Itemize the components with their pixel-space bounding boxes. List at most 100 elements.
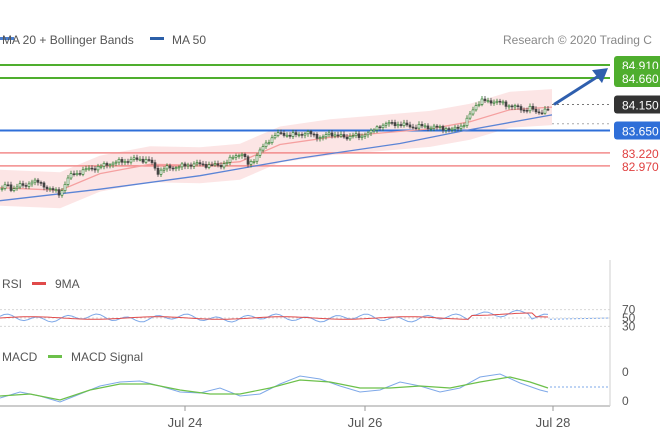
candle-body <box>240 153 244 156</box>
candle-body <box>339 134 343 137</box>
candle-body <box>384 123 388 126</box>
candle-body <box>459 125 463 129</box>
candle-body <box>171 167 175 170</box>
candle-body <box>525 110 529 112</box>
candle-body <box>474 105 478 111</box>
rsi-line <box>0 309 549 323</box>
candle-body <box>327 132 331 135</box>
rsi-ma-legend-label: 9MA <box>55 277 80 291</box>
candle-body <box>495 100 499 103</box>
candle-body <box>105 163 109 166</box>
candle-body <box>351 135 355 137</box>
candle-body <box>9 184 13 191</box>
candle-body <box>84 168 88 171</box>
candle-body <box>321 136 325 139</box>
candle-body <box>435 125 439 128</box>
ma20-line <box>0 106 553 191</box>
candle-body <box>411 126 415 129</box>
candle-body <box>396 124 400 127</box>
candle-body <box>537 111 541 114</box>
level-label-83.220: 83.220 <box>622 147 659 161</box>
candle-body <box>249 161 253 165</box>
candle-body <box>342 134 346 138</box>
candle-body <box>93 168 97 171</box>
level-badge-84.150 <box>614 95 660 114</box>
candle-body <box>408 124 412 128</box>
candle-body <box>420 124 424 127</box>
candle-body <box>162 168 166 171</box>
candle-body <box>252 161 256 163</box>
candle-body <box>96 166 100 171</box>
candle-body <box>534 109 538 113</box>
candle-body <box>405 122 409 126</box>
candle-body <box>543 108 547 114</box>
candle-body <box>417 124 421 129</box>
candle-body <box>150 159 154 163</box>
candle-body <box>207 164 211 168</box>
candle-body <box>264 142 268 147</box>
rsi-ma-line <box>0 312 549 320</box>
candle-body <box>360 135 364 138</box>
candle-body <box>423 125 427 128</box>
candle-body <box>480 98 484 105</box>
forecast-arrow-head <box>592 68 608 84</box>
x-axis-ticks: Jul 24 Jul 26 Jul 28 <box>168 406 570 430</box>
candle-body <box>246 156 250 165</box>
candle-body <box>153 162 157 169</box>
candle-body <box>390 122 394 124</box>
candle-body <box>165 165 169 170</box>
candle-body <box>507 105 511 108</box>
candle-body <box>120 159 124 163</box>
candle-body <box>219 165 223 168</box>
candle-body <box>528 106 532 112</box>
candle-body <box>183 163 187 167</box>
candle-body <box>432 125 436 129</box>
candle-body <box>72 173 76 175</box>
candle-body <box>69 173 73 179</box>
candle-body <box>90 167 94 170</box>
candle-body <box>273 135 277 139</box>
candle-body <box>531 106 535 110</box>
candle-body <box>270 137 274 144</box>
candle-body <box>57 189 61 196</box>
candle-body <box>117 159 121 163</box>
candle-body <box>489 100 493 104</box>
candle-body <box>267 142 271 144</box>
candle-body <box>513 105 517 108</box>
candle-body <box>357 133 361 138</box>
candle-body <box>414 127 418 129</box>
candle-body <box>111 162 115 166</box>
candle-body <box>477 104 481 106</box>
candle-body <box>33 179 37 183</box>
candle-body <box>39 182 43 184</box>
macd-signal-legend-swatch <box>48 355 62 358</box>
candle-body <box>147 159 151 161</box>
candle-body <box>516 105 520 107</box>
candle-body <box>450 128 454 131</box>
candle-body <box>378 126 382 129</box>
candle-body <box>186 164 190 167</box>
candle-body <box>282 132 286 136</box>
candle-body <box>444 128 448 131</box>
rsi-legend-label: RSI <box>2 277 22 291</box>
ma20-legend-swatch <box>0 37 14 40</box>
candle-body <box>294 132 298 135</box>
candle-body <box>192 163 196 167</box>
candle-body <box>63 184 67 191</box>
candle-body <box>237 155 241 157</box>
candle-body <box>126 161 130 163</box>
candle-body <box>510 105 514 108</box>
candle-body <box>141 158 145 163</box>
candle-body <box>486 100 490 102</box>
candle-body <box>354 133 358 137</box>
candle-body <box>228 156 232 163</box>
candle-body <box>174 167 178 169</box>
macd-plot: 00 <box>0 365 629 408</box>
candle-body <box>393 122 397 127</box>
candle-body <box>471 109 475 115</box>
candle-body <box>333 134 337 137</box>
candle-body <box>426 125 430 129</box>
candle-body <box>381 124 385 128</box>
ma50-legend-label: MA 50 <box>172 33 206 47</box>
